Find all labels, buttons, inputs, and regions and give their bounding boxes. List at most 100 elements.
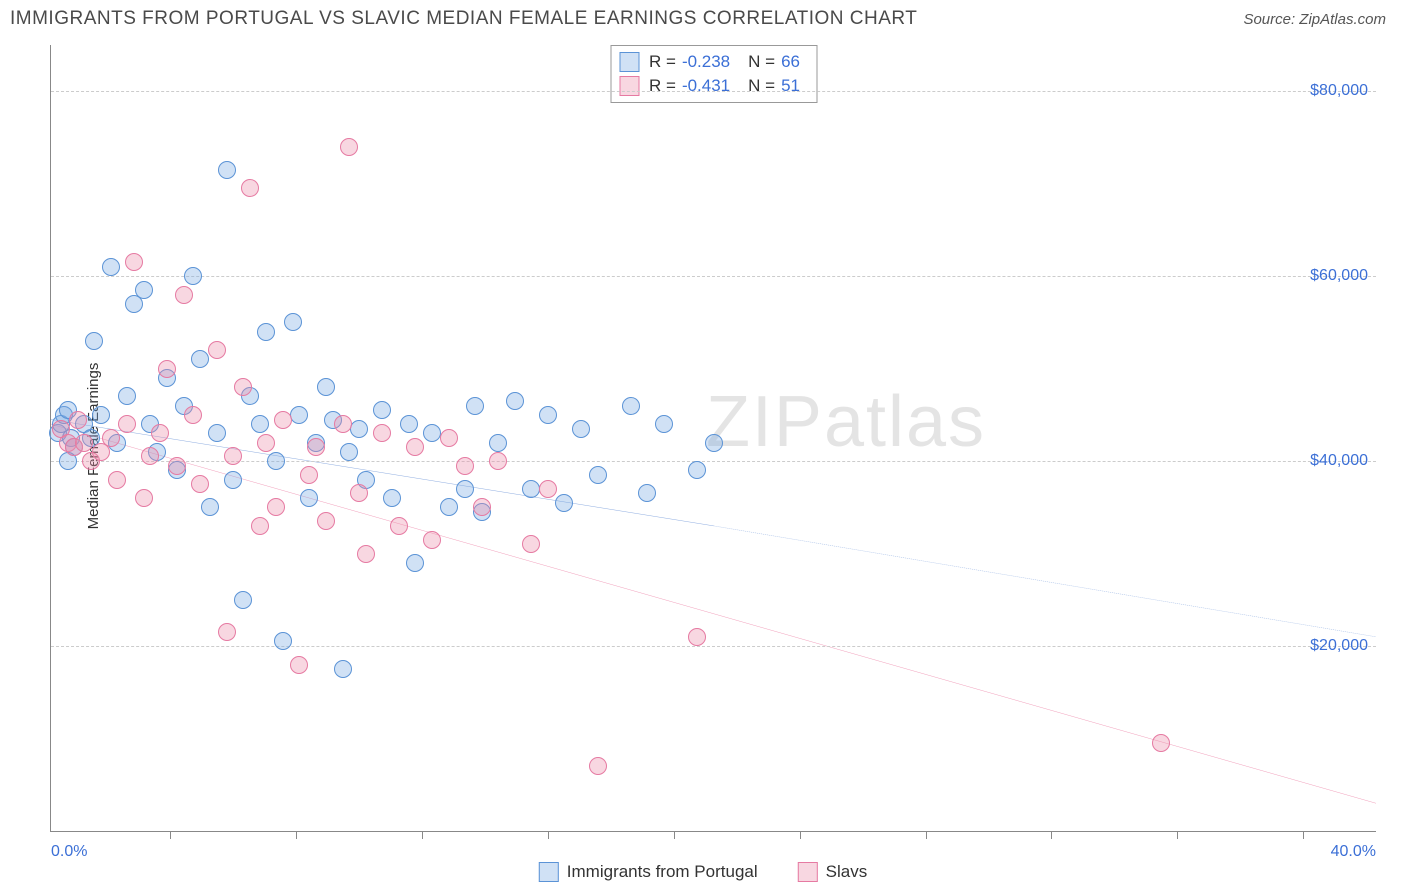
scatter-point <box>622 397 640 415</box>
scatter-point <box>373 424 391 442</box>
gridline <box>51 91 1376 92</box>
scatter-point <box>224 471 242 489</box>
scatter-point <box>274 411 292 429</box>
scatter-point <box>489 434 507 452</box>
scatter-point <box>350 420 368 438</box>
gridline <box>51 276 1376 277</box>
scatter-point <box>267 498 285 516</box>
scatter-point <box>102 429 120 447</box>
scatter-point <box>539 480 557 498</box>
scatter-point <box>184 267 202 285</box>
scatter-point <box>69 411 87 429</box>
y-tick-label: $20,000 <box>1310 637 1368 655</box>
source-attribution: Source: ZipAtlas.com <box>1243 11 1386 28</box>
scatter-point <box>423 424 441 442</box>
scatter-point <box>102 258 120 276</box>
scatter-point <box>241 179 259 197</box>
scatter-point <box>234 591 252 609</box>
legend-swatch <box>619 52 639 72</box>
x-tick-label-left: 0.0% <box>51 843 87 861</box>
scatter-point <box>555 494 573 512</box>
legend-label: Immigrants from Portugal <box>567 862 758 882</box>
scatter-point <box>473 498 491 516</box>
scatter-chart: ZIPatlas R =-0.238N =66R =-0.431N =51 $2… <box>50 45 1376 832</box>
scatter-point <box>184 406 202 424</box>
trendline-solid <box>51 424 1376 803</box>
x-tick <box>170 831 171 839</box>
chart-title: IMMIGRANTS FROM PORTUGAL VS SLAVIC MEDIA… <box>10 8 917 30</box>
scatter-point <box>589 466 607 484</box>
scatter-point <box>307 438 325 456</box>
x-tick <box>548 831 549 839</box>
scatter-point <box>218 623 236 641</box>
gridline <box>51 461 1376 462</box>
x-tick <box>1051 831 1052 839</box>
scatter-point <box>334 415 352 433</box>
scatter-point <box>522 480 540 498</box>
scatter-point <box>191 475 209 493</box>
stats-row: R =-0.431N =51 <box>619 74 808 98</box>
trendline-dashed <box>714 526 1377 637</box>
scatter-point <box>655 415 673 433</box>
scatter-point <box>589 757 607 775</box>
scatter-point <box>440 429 458 447</box>
scatter-point <box>1152 734 1170 752</box>
scatter-point <box>357 545 375 563</box>
scatter-point <box>466 397 484 415</box>
x-tick <box>1303 831 1304 839</box>
x-tick <box>926 831 927 839</box>
scatter-point <box>300 489 318 507</box>
r-value: -0.238 <box>682 52 730 72</box>
scatter-point <box>168 457 186 475</box>
scatter-point <box>85 332 103 350</box>
scatter-point <box>400 415 418 433</box>
scatter-point <box>208 424 226 442</box>
scatter-point <box>92 406 110 424</box>
scatter-point <box>300 466 318 484</box>
scatter-point <box>224 447 242 465</box>
scatter-point <box>406 438 424 456</box>
scatter-point <box>234 378 252 396</box>
scatter-point <box>705 434 723 452</box>
scatter-point <box>208 341 226 359</box>
scatter-point <box>135 281 153 299</box>
scatter-point <box>151 424 169 442</box>
scatter-point <box>108 471 126 489</box>
n-value: 51 <box>781 76 800 96</box>
scatter-point <box>572 420 590 438</box>
r-label: R = <box>649 76 676 96</box>
scatter-point <box>638 484 656 502</box>
scatter-point <box>118 415 136 433</box>
x-tick-label-right: 40.0% <box>1331 843 1376 861</box>
scatter-point <box>489 452 507 470</box>
legend-label: Slavs <box>826 862 868 882</box>
series-legend: Immigrants from Portugal Slavs <box>539 862 867 882</box>
scatter-point <box>506 392 524 410</box>
scatter-point <box>340 443 358 461</box>
legend-item: Slavs <box>798 862 868 882</box>
x-tick <box>1177 831 1178 839</box>
scatter-point <box>267 452 285 470</box>
scatter-point <box>350 484 368 502</box>
scatter-point <box>257 434 275 452</box>
legend-swatch <box>619 76 639 96</box>
x-tick <box>800 831 801 839</box>
r-label: R = <box>649 52 676 72</box>
scatter-point <box>390 517 408 535</box>
scatter-point <box>539 406 557 424</box>
scatter-point <box>406 554 424 572</box>
scatter-point <box>141 447 159 465</box>
scatter-point <box>688 628 706 646</box>
r-value: -0.431 <box>682 76 730 96</box>
stats-row: R =-0.238N =66 <box>619 50 808 74</box>
x-tick <box>422 831 423 839</box>
legend-item: Immigrants from Portugal <box>539 862 758 882</box>
scatter-point <box>257 323 275 341</box>
scatter-point <box>201 498 219 516</box>
scatter-point <box>135 489 153 507</box>
legend-swatch <box>539 862 559 882</box>
scatter-point <box>423 531 441 549</box>
scatter-point <box>125 253 143 271</box>
y-tick-label: $40,000 <box>1310 452 1368 470</box>
scatter-point <box>218 161 236 179</box>
